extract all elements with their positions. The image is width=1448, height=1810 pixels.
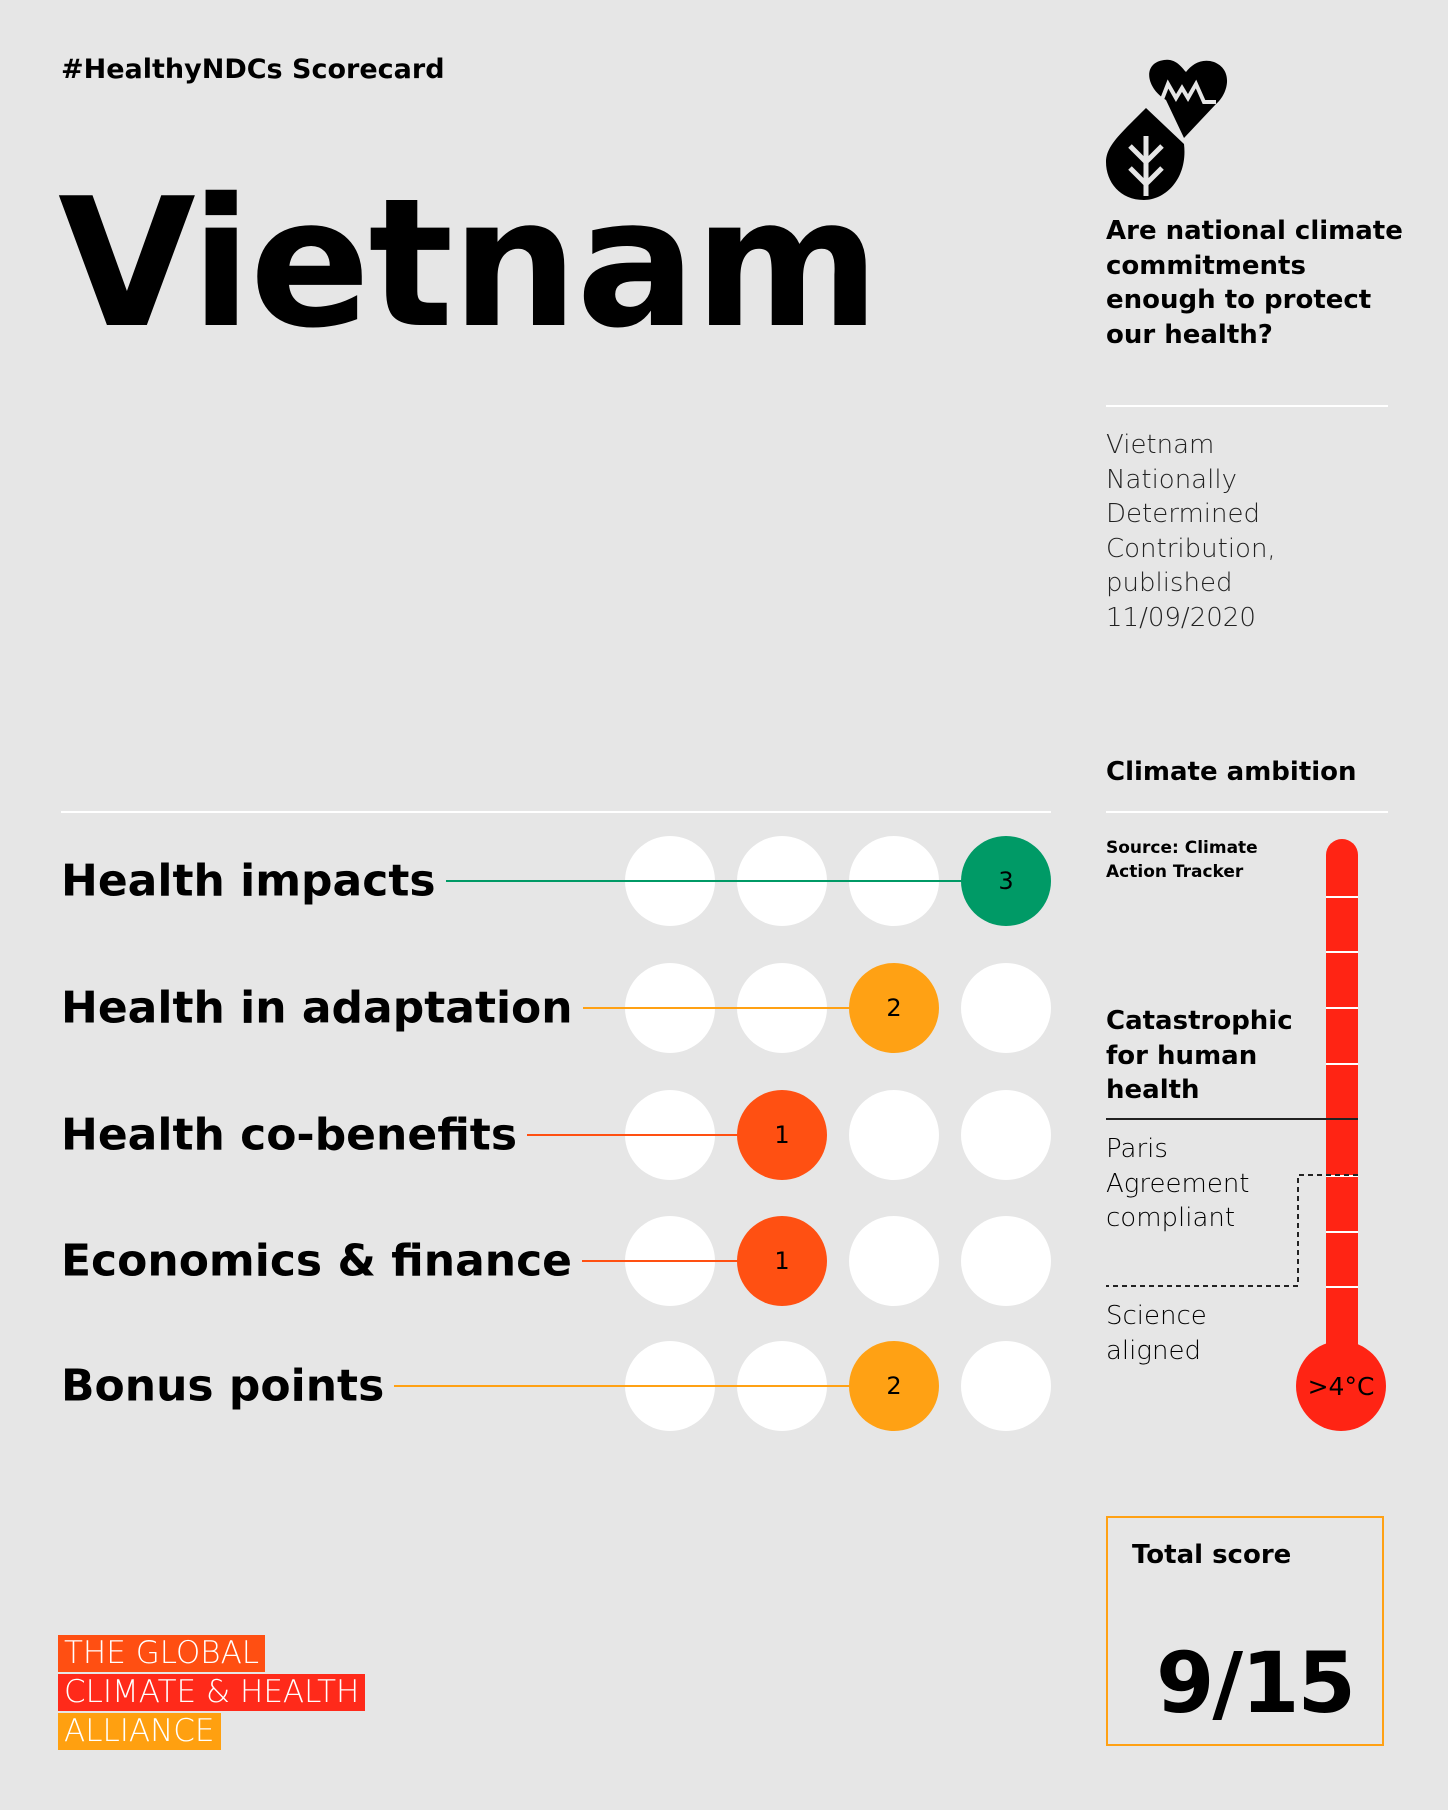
score-row: Health co-benefits 1 [0, 1090, 1060, 1180]
question-text: Are national climate commitments enough … [1106, 216, 1403, 350]
thermometer-bulb: >4°C [1296, 1341, 1386, 1431]
ndc-line: published [1106, 568, 1233, 598]
logo-line: THE GLOBAL [58, 1635, 266, 1672]
level-line: compliant [1106, 1203, 1236, 1233]
score-row: Bonus points 2 [0, 1341, 1060, 1431]
score-value: 1 [774, 1247, 790, 1275]
thermometer-tick [1326, 1007, 1358, 1009]
score-label: Health in adaptation [61, 982, 573, 1034]
temperature-label: >4°C [1307, 1371, 1375, 1401]
climate-ambition-title: Climate ambition [1106, 757, 1357, 787]
score-circle-filled: 3 [961, 836, 1051, 926]
level-line: Science [1106, 1301, 1207, 1331]
ndc-line: Determined [1106, 499, 1260, 529]
source-text: Source: Climate Action Tracker [1106, 836, 1258, 884]
level-catastrophic: Catastrophic for human health [1106, 1004, 1293, 1108]
ndc-line: 11/09/2020 [1106, 602, 1256, 633]
score-row: Health impacts 3 [0, 836, 1060, 926]
level-line: aligned [1106, 1335, 1201, 1366]
score-circle-filled: 2 [849, 963, 939, 1053]
thermometer-tick [1326, 1175, 1358, 1177]
score-label: Economics & finance [61, 1235, 573, 1287]
score-circle-empty [961, 1341, 1051, 1431]
level-divider [1106, 1118, 1358, 1120]
dashed-bracket [1106, 1174, 1358, 1287]
score-circle-filled: 2 [849, 1341, 939, 1431]
score-connector [394, 1385, 894, 1387]
level-paris: Paris Agreement compliant [1106, 1132, 1250, 1236]
score-value: 2 [886, 1372, 902, 1400]
total-score-box: Total score 9/15 [1106, 1516, 1384, 1746]
score-label: Health co-benefits [61, 1109, 518, 1161]
thermometer-tick [1326, 951, 1358, 953]
level-line: Catastrophic [1106, 1006, 1293, 1036]
score-value: 3 [998, 867, 1014, 895]
level-line: Agreement [1106, 1168, 1250, 1199]
score-circle-empty [961, 963, 1051, 1053]
score-connector [582, 1260, 782, 1262]
divider [1106, 405, 1388, 407]
thermometer-tick [1326, 896, 1358, 898]
total-score-value: 9/15 [1155, 1634, 1356, 1732]
country-title: Vietnam [58, 160, 880, 367]
score-circle-empty [961, 1090, 1051, 1180]
score-circle-empty [849, 1216, 939, 1306]
score-row: Economics & finance 1 [0, 1216, 1060, 1306]
ndc-line: Nationally [1106, 464, 1237, 495]
score-label: Bonus points [61, 1360, 385, 1412]
score-circle-empty [961, 1216, 1051, 1306]
thermometer-tick [1326, 1063, 1358, 1065]
source-line: Source: Climate [1106, 838, 1258, 858]
divider [61, 811, 1051, 813]
level-line: health [1106, 1075, 1200, 1105]
thermometer-tube [1326, 839, 1358, 1359]
score-circle-filled: 1 [737, 1090, 827, 1180]
logo-line: CLIMATE & HEALTH [58, 1674, 366, 1711]
level-science: Science aligned [1106, 1299, 1207, 1368]
level-line: for human [1106, 1040, 1258, 1071]
source-line: Action Tracker [1106, 862, 1244, 882]
score-connector [582, 1007, 894, 1009]
score-circle-empty [849, 1090, 939, 1180]
score-circle-filled: 1 [737, 1216, 827, 1306]
score-value: 2 [886, 994, 902, 1022]
heart-leaf-icon [1106, 59, 1228, 200]
score-value: 1 [774, 1121, 790, 1149]
thermometer-tick [1326, 1231, 1358, 1233]
score-row: Health in adaptation 2 [0, 963, 1060, 1053]
total-score-label: Total score [1132, 1540, 1292, 1570]
score-connector [527, 1134, 782, 1136]
thermometer-tick [1326, 1286, 1358, 1288]
ndc-info: Vietnam Nationally Determined Contributi… [1106, 428, 1406, 635]
level-line: Paris [1106, 1134, 1168, 1164]
divider [1106, 811, 1388, 813]
ndc-line: Contribution, [1106, 533, 1276, 564]
scorecard-hashtag: #HealthyNDCs Scorecard [61, 54, 445, 85]
logo-line: ALLIANCE [58, 1713, 221, 1750]
ndc-line: Vietnam [1106, 430, 1215, 460]
score-connector [445, 880, 1006, 882]
score-label: Health impacts [61, 855, 436, 907]
